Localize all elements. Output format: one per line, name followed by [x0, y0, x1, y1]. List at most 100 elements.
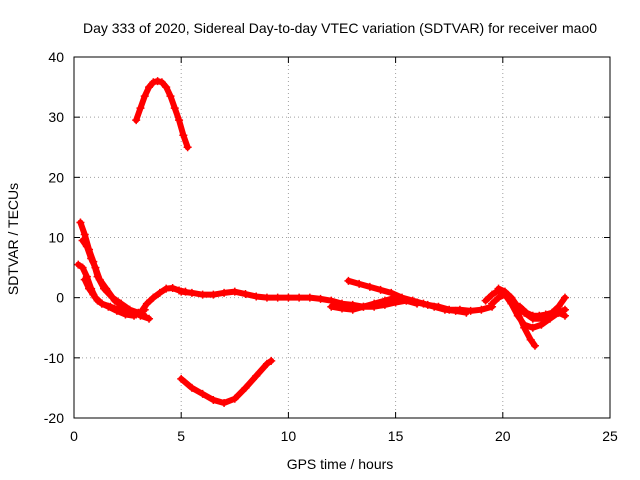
series-line	[81, 276, 148, 318]
y-tick-label: -10	[44, 350, 64, 366]
y-tick-label: 20	[48, 169, 64, 185]
data-point	[78, 263, 87, 272]
data-point	[380, 296, 389, 305]
data-point	[359, 302, 368, 311]
data-point	[440, 305, 449, 314]
data-point	[305, 293, 314, 302]
chart-title: Day 333 of 2020, Sidereal Day-to-day VTE…	[83, 20, 597, 36]
x-tick-label: 5	[177, 428, 185, 444]
y-tick-label: 30	[48, 109, 64, 125]
data-point	[162, 83, 171, 92]
data-point	[267, 356, 276, 365]
data-point	[488, 299, 497, 308]
data-point	[355, 279, 364, 288]
data-point	[95, 275, 104, 284]
data-point	[273, 293, 282, 302]
y-axis-label: SDTVAR / TECUs	[5, 183, 21, 295]
data-point	[376, 285, 385, 294]
data-point	[132, 116, 141, 125]
data-point	[528, 323, 537, 332]
series-arc-early-d	[80, 275, 149, 319]
data-point	[198, 389, 207, 398]
data-point	[509, 299, 518, 308]
data-series	[74, 77, 569, 407]
data-point	[87, 254, 96, 263]
data-point	[78, 236, 87, 245]
data-point	[82, 242, 91, 251]
data-point	[494, 284, 503, 293]
y-tick-label: 10	[48, 230, 64, 246]
data-point	[316, 294, 325, 303]
data-point	[153, 77, 162, 86]
data-point	[500, 287, 509, 296]
series-arc-late-d	[509, 293, 569, 320]
data-point	[198, 290, 207, 299]
data-point	[183, 143, 192, 152]
data-point	[230, 394, 239, 403]
data-point	[136, 104, 145, 113]
data-point	[327, 302, 336, 311]
data-point	[140, 305, 149, 314]
data-point	[149, 293, 158, 302]
data-point	[548, 308, 557, 317]
data-point	[187, 288, 196, 297]
data-point	[85, 284, 94, 293]
data-point	[262, 293, 271, 302]
data-point	[507, 293, 516, 302]
series-arc-low	[177, 356, 276, 407]
data-point	[262, 359, 271, 368]
data-point	[209, 395, 218, 404]
data-point	[209, 290, 218, 299]
data-point	[398, 293, 407, 302]
data-point	[494, 293, 503, 302]
data-point	[123, 308, 132, 317]
data-point	[252, 371, 261, 380]
data-point	[560, 311, 569, 320]
data-point	[110, 296, 119, 305]
data-point	[515, 302, 524, 311]
data-point	[166, 92, 175, 101]
data-point	[76, 218, 85, 227]
data-point	[170, 104, 179, 113]
data-point	[149, 78, 158, 87]
data-point	[530, 341, 539, 350]
data-point	[140, 92, 149, 101]
series-line	[178, 357, 275, 406]
data-point	[241, 290, 250, 299]
data-point	[106, 302, 115, 311]
data-point	[370, 299, 379, 308]
data-point	[513, 311, 522, 320]
data-point	[295, 293, 304, 302]
x-axis-label: GPS time / hours	[287, 456, 394, 472]
data-point	[419, 299, 428, 308]
y-tick-label: 40	[48, 49, 64, 65]
data-point	[102, 284, 111, 293]
axis-ticks: 0 5 10 15 20 25 -20 -10 0 10 20 30 40	[44, 49, 618, 444]
data-point	[284, 293, 293, 302]
data-point	[179, 131, 188, 140]
data-point	[93, 296, 102, 305]
data-point	[462, 308, 471, 317]
data-point	[365, 282, 374, 291]
data-point	[220, 398, 229, 407]
data-point	[132, 310, 141, 319]
data-point	[526, 335, 535, 344]
data-point	[252, 292, 261, 301]
data-point	[430, 302, 439, 311]
data-point	[344, 276, 353, 285]
y-tick-label: 0	[56, 290, 64, 306]
data-point	[230, 287, 239, 296]
data-point	[554, 302, 563, 311]
data-point	[481, 296, 490, 305]
data-point	[220, 288, 229, 297]
data-point	[168, 284, 177, 293]
data-point	[387, 288, 396, 297]
grid	[74, 57, 610, 418]
data-point	[522, 308, 531, 317]
data-point	[241, 383, 250, 392]
data-point	[74, 260, 83, 269]
data-point	[142, 299, 151, 308]
x-tick-label: 25	[602, 428, 618, 444]
series-line	[133, 78, 191, 151]
y-tick-label: -20	[44, 410, 64, 426]
